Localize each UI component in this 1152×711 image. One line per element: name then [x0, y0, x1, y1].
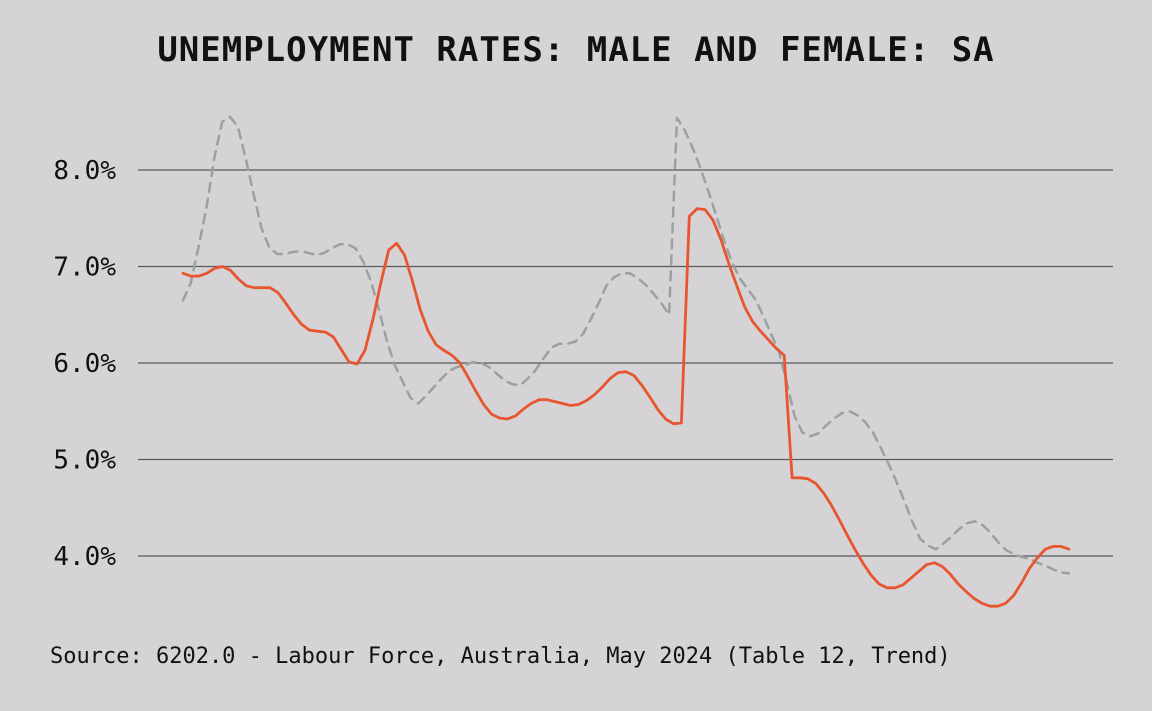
series-line-solid [181, 207, 1071, 608]
y-tick-label: 5.0% [53, 446, 116, 476]
source-note: Source: 6202.0 - Labour Force, Australia… [50, 644, 951, 669]
chart-title: UNEMPLOYMENT RATES: MALE AND FEMALE: SA [157, 30, 995, 70]
y-tick-label: 4.0% [53, 542, 116, 572]
series-lines [181, 115, 1071, 608]
y-tick-label: 7.0% [53, 253, 116, 283]
y-tick-label: 8.0% [53, 156, 116, 186]
series-line-dashed [181, 115, 1071, 575]
y-axis-ticks: 8.0% 7.0% 6.0% 5.0% 4.0% [53, 156, 116, 572]
gridlines [138, 169, 1113, 557]
y-tick-label: 6.0% [53, 349, 116, 379]
